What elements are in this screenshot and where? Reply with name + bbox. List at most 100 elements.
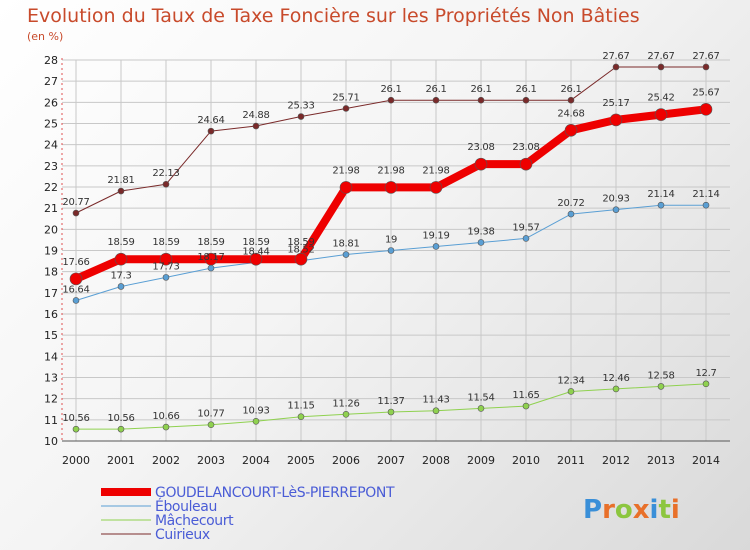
data-label: 18.59: [287, 237, 314, 248]
data-point: [297, 413, 305, 420]
data-point: [702, 63, 710, 71]
data-point: [162, 423, 170, 431]
data-label: 11.37: [377, 396, 404, 407]
data-label: 20.72: [557, 198, 584, 209]
x-tick-label: 2002: [152, 454, 180, 467]
brand-letter: i: [650, 495, 659, 525]
data-point: [522, 96, 530, 104]
x-tick-label: 2009: [467, 454, 495, 467]
data-point: [522, 402, 530, 410]
data-label: 21.98: [377, 165, 404, 176]
x-tick-label: 2011: [557, 454, 585, 467]
data-label: 21.14: [692, 189, 719, 200]
data-point: [204, 252, 218, 266]
x-tick-label: 2001: [107, 454, 135, 467]
data-label: 17.3: [110, 270, 131, 281]
data-point: [567, 96, 575, 104]
x-tick-label: 2013: [647, 454, 675, 467]
data-label: 10.56: [107, 413, 134, 424]
y-tick-label: 17: [44, 287, 58, 300]
data-label: 18.59: [242, 237, 269, 248]
brand-letter: i: [671, 495, 680, 525]
brand-letter: r: [602, 495, 615, 525]
data-label: 24.64: [197, 115, 224, 126]
data-point: [207, 264, 215, 272]
data-point: [657, 63, 665, 71]
data-label: 12.58: [647, 370, 674, 381]
data-label: 18.59: [152, 237, 179, 248]
y-tick-label: 23: [44, 160, 58, 173]
data-point: [612, 206, 620, 213]
data-label: 23.08: [512, 142, 539, 153]
data-point: [72, 209, 80, 217]
data-label: 26.1: [470, 84, 491, 95]
data-label: 17.66: [62, 257, 89, 268]
brand-letter: P: [583, 495, 602, 525]
data-points: [69, 63, 713, 433]
y-tick-label: 14: [44, 350, 58, 363]
data-point: [342, 105, 350, 112]
y-tick-label: 28: [44, 54, 58, 67]
x-tick-label: 2012: [602, 454, 630, 467]
data-label: 26.1: [425, 84, 446, 95]
y-tick-label: 20: [44, 223, 58, 236]
y-tick-label: 27: [44, 75, 58, 88]
chart-title: Evolution du Taux de Taxe Foncière sur l…: [27, 5, 640, 27]
data-label: 23.08: [467, 142, 494, 153]
data-label: 26.1: [380, 84, 401, 95]
data-label: 18.17: [197, 252, 224, 263]
data-label: 10.77: [197, 409, 224, 420]
data-label: 11.65: [512, 390, 539, 401]
data-point: [387, 96, 395, 104]
data-point: [252, 418, 260, 425]
chart-subtitle: (en %): [27, 30, 63, 43]
data-point: [339, 181, 353, 194]
data-point: [567, 210, 575, 218]
data-labels: 20.77 21.81 22.13 24.64 24.88 25.33 25.71 26.1 2…: [62, 51, 719, 424]
data-label: 18.81: [332, 239, 359, 250]
legend-label: Mâchecourt: [155, 513, 234, 529]
data-point: [519, 157, 533, 171]
data-label: 19.38: [467, 226, 494, 237]
data-point: [159, 252, 173, 266]
data-point: [654, 108, 668, 121]
data-label: 19.57: [512, 222, 539, 233]
x-tick-label: 2003: [197, 454, 225, 467]
data-label: 25.33: [287, 101, 314, 112]
y-tick-label: 21: [44, 202, 58, 215]
data-point: [162, 274, 170, 281]
data-point: [657, 383, 665, 390]
data-point: [297, 113, 305, 120]
data-label: 18.52: [287, 245, 314, 256]
data-point: [114, 252, 128, 266]
data-label: 21.81: [107, 175, 134, 186]
data-label: 25.17: [602, 98, 629, 109]
x-tick-label: 2014: [692, 454, 720, 467]
data-label: 10.93: [242, 405, 269, 416]
data-point: [342, 251, 350, 258]
data-label: 21.14: [647, 189, 674, 200]
data-label: 10.66: [152, 411, 179, 422]
data-label: 24.68: [557, 108, 584, 119]
proxiti-logo: Proxiti: [583, 495, 680, 525]
data-point: [162, 180, 170, 188]
data-point: [429, 181, 443, 194]
y-tick-label: 24: [44, 139, 58, 152]
brand-text: Proxiti: [583, 495, 680, 525]
data-point: [117, 187, 125, 195]
data-point: [699, 103, 713, 116]
data-label: 21.98: [332, 165, 359, 176]
y-tick-label: 26: [44, 96, 58, 109]
data-point: [387, 247, 395, 254]
data-point: [612, 63, 620, 71]
data-point: [252, 122, 260, 130]
data-label: 20.93: [602, 194, 629, 205]
x-tick-label: 2010: [512, 454, 540, 467]
data-label: 12.7: [695, 368, 716, 379]
data-label: 18.59: [107, 237, 134, 248]
data-point: [117, 425, 125, 433]
legend-label: Ébouleau: [155, 498, 217, 515]
data-label: 27.67: [602, 51, 629, 62]
data-label: 11.43: [422, 395, 449, 406]
